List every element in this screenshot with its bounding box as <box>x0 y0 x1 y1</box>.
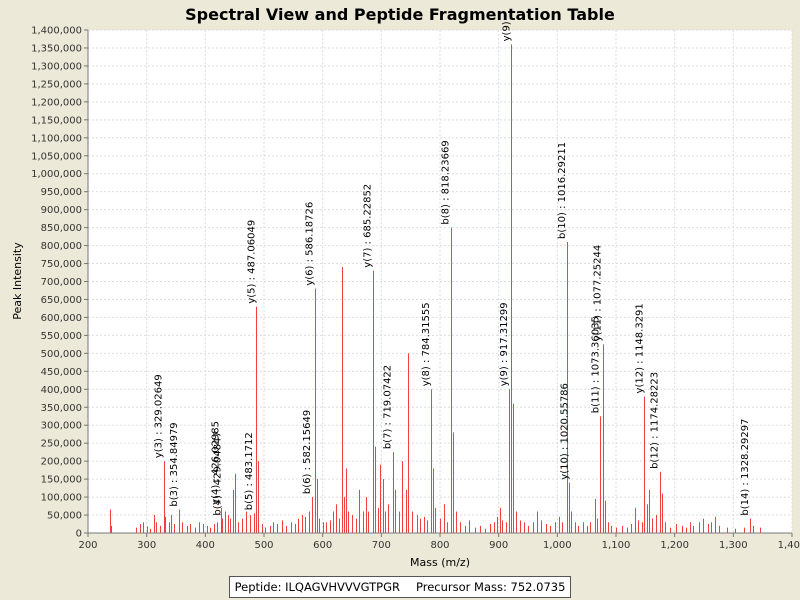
y-tick-label: 850,000 <box>41 223 82 234</box>
x-tick-label: 400 <box>196 540 215 551</box>
legend-precursor-mass: Precursor Mass: 752.0735 <box>416 580 566 594</box>
y-axis-ticks: 0 50,000 100,000 150,000 200,000 250,000 300,0… <box>31 26 88 540</box>
peak-label: b(7) : 719.07422 <box>383 365 394 449</box>
legend-box: Peptide: ILQAGVHVVVGTPGR Precursor Mass:… <box>229 576 571 598</box>
peak-label: y(7) : 685.22852 <box>363 184 374 268</box>
y-tick-label: 350,000 <box>41 403 82 414</box>
y-axis-title: Peak Intensity <box>11 242 24 320</box>
peak-label: b(6) : 582.15649 <box>302 410 313 494</box>
peak-label: y(11) : 1077.25244 <box>593 245 604 342</box>
peak-label: b(10) : 1016.29211 <box>557 142 568 239</box>
peak-label: b(14) : 1328.29297 <box>740 419 751 516</box>
peak-series <box>110 44 761 533</box>
y-tick-label: 900,000 <box>41 205 82 216</box>
x-tick-label: 1,300 <box>719 540 748 551</box>
y-tick-label: 150,000 <box>41 475 82 486</box>
peak-label: b(5) : 483.1712 <box>244 432 255 510</box>
y-tick-label: 450,000 <box>41 367 82 378</box>
peak-label: y(6) : 586.18726 <box>305 202 316 286</box>
y-tick-label: 1,250,000 <box>31 79 82 90</box>
y-tick-label: 0 <box>76 529 82 540</box>
y-tick-label: 1,350,000 <box>31 43 82 54</box>
y-tick-label: 100,000 <box>41 493 82 504</box>
peak-label: y(12) : 1148.3291 <box>634 303 645 393</box>
x-tick-label: 1,400 <box>778 540 800 551</box>
peak-label: y(8) : 784.31555 <box>421 302 432 386</box>
y-tick-label: 400,000 <box>41 385 82 396</box>
y-tick-label: 50,000 <box>47 511 82 522</box>
peak-label: b(12) : 1174.28223 <box>650 372 661 469</box>
y-tick-label: 500,000 <box>41 349 82 360</box>
peak-label: y(9) <box>501 21 512 41</box>
y-tick-label: 1,400,000 <box>31 26 82 37</box>
peak-annotations: y(3) : 329.02649 b(3) : 354.84979 y(4) : 4… <box>154 21 751 515</box>
x-tick-label: 500 <box>254 540 273 551</box>
y-tick-label: 1,300,000 <box>31 61 82 72</box>
x-tick-label: 1,100 <box>602 540 631 551</box>
x-tick-label: 200 <box>78 540 97 551</box>
gridlines <box>88 29 793 533</box>
x-axis-ticks: 200 300 400 500 600 700 800 900 1,000 1,100 1,200 1… <box>78 533 800 551</box>
y-tick-label: 1,200,000 <box>31 97 82 108</box>
y-tick-label: 1,150,000 <box>31 115 82 126</box>
y-tick-label: 250,000 <box>41 439 82 450</box>
chart-title: Spectral View and Peptide Fragmentation … <box>185 5 615 24</box>
x-tick-label: 1,200 <box>660 540 689 551</box>
y-tick-label: 1,050,000 <box>31 151 82 162</box>
y-tick-label: 950,000 <box>41 187 82 198</box>
x-tick-label: 900 <box>489 540 508 551</box>
x-tick-label: 800 <box>430 540 449 551</box>
x-tick-label: 1,000 <box>543 540 572 551</box>
x-tick-label: 600 <box>313 540 332 551</box>
y-tick-label: 550,000 <box>41 331 82 342</box>
y-tick-label: 200,000 <box>41 457 82 468</box>
x-tick-label: 700 <box>372 540 391 551</box>
peak-label: b(11) : 1073.36035 <box>590 316 601 413</box>
legend-peptide: Peptide: ILQAGVHVVVGTPGR <box>234 580 401 594</box>
peak-label: b(3) : 354.84979 <box>169 422 180 506</box>
peak-label: y(9) : 917.31299 <box>499 302 510 386</box>
y-tick-label: 700,000 <box>41 277 82 288</box>
peak-label: y(4) : 426.02985 <box>211 421 222 505</box>
peak-label: y(5) : 487.06049 <box>246 220 257 304</box>
y-tick-label: 750,000 <box>41 259 82 270</box>
y-tick-label: 300,000 <box>41 421 82 432</box>
peak-label: b(4) : 429.04847 <box>212 431 223 515</box>
y-tick-label: 1,000,000 <box>31 169 82 180</box>
peak-label: y(3) : 329.02649 <box>154 374 165 458</box>
peak-label: b(8) : 818.23669 <box>441 140 452 224</box>
x-tick-label: 300 <box>137 540 156 551</box>
y-tick-label: 800,000 <box>41 241 82 252</box>
peak-label: y(10) : 1020.55786 <box>559 383 570 480</box>
spectrum-chart: Spectral View and Peptide Fragmentation … <box>11 5 800 569</box>
y-tick-label: 1,100,000 <box>31 133 82 144</box>
x-axis-title: Mass (m/z) <box>410 556 470 569</box>
y-tick-label: 600,000 <box>41 313 82 324</box>
y-tick-label: 650,000 <box>41 295 82 306</box>
